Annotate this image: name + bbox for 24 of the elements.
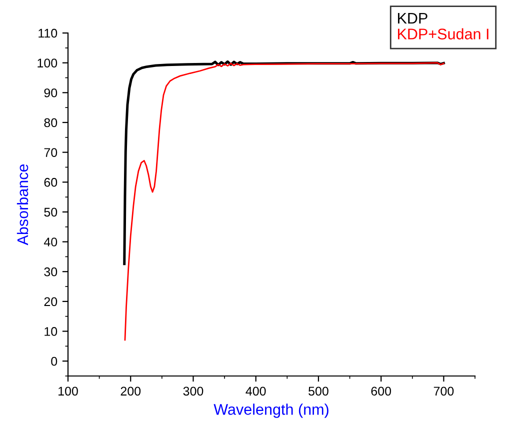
text: KDP [398, 13, 428, 24]
x-tick-label: 700 [434, 386, 454, 396]
y-tick-label: 20 [44, 297, 58, 306]
x-tick-label: 300 [183, 386, 204, 396]
y-tick-label: 60 [44, 178, 58, 187]
x-axis-title: Wavelength (nm) [214, 404, 328, 418]
y-tick-label: 50 [44, 208, 58, 217]
y-tick-label: 0 [51, 356, 58, 366]
x-tick-label: 500 [308, 386, 328, 396]
x-tick-label: 400 [246, 386, 266, 396]
y-tick-label: 40 [44, 238, 58, 246]
series-label: KDP+Sudan I [398, 28, 488, 40]
y-tick-label: 110 [38, 28, 58, 38]
x-tick-label: 100 [58, 386, 78, 396]
y-tick-label: 80 [44, 118, 58, 128]
y-tick-label: 10 [44, 327, 58, 336]
x-tick-label: 200 [120, 386, 141, 396]
y-tick-label: 90 [44, 88, 58, 98]
y-axis-title: Absorbance [16, 164, 28, 246]
y-tick-label: 70 [44, 148, 58, 157]
x-tick-label: 600 [371, 386, 392, 396]
line-series [124, 62, 444, 341]
y-tick-label: 30 [44, 267, 58, 276]
y-tick-label: 100 [38, 58, 58, 68]
